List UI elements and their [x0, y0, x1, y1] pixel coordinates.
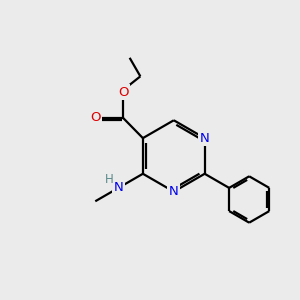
- Text: O: O: [90, 111, 101, 124]
- Text: H: H: [105, 173, 114, 186]
- Text: N: N: [200, 132, 209, 145]
- Text: O: O: [118, 85, 128, 99]
- Text: N: N: [114, 182, 123, 194]
- Text: N: N: [169, 185, 179, 198]
